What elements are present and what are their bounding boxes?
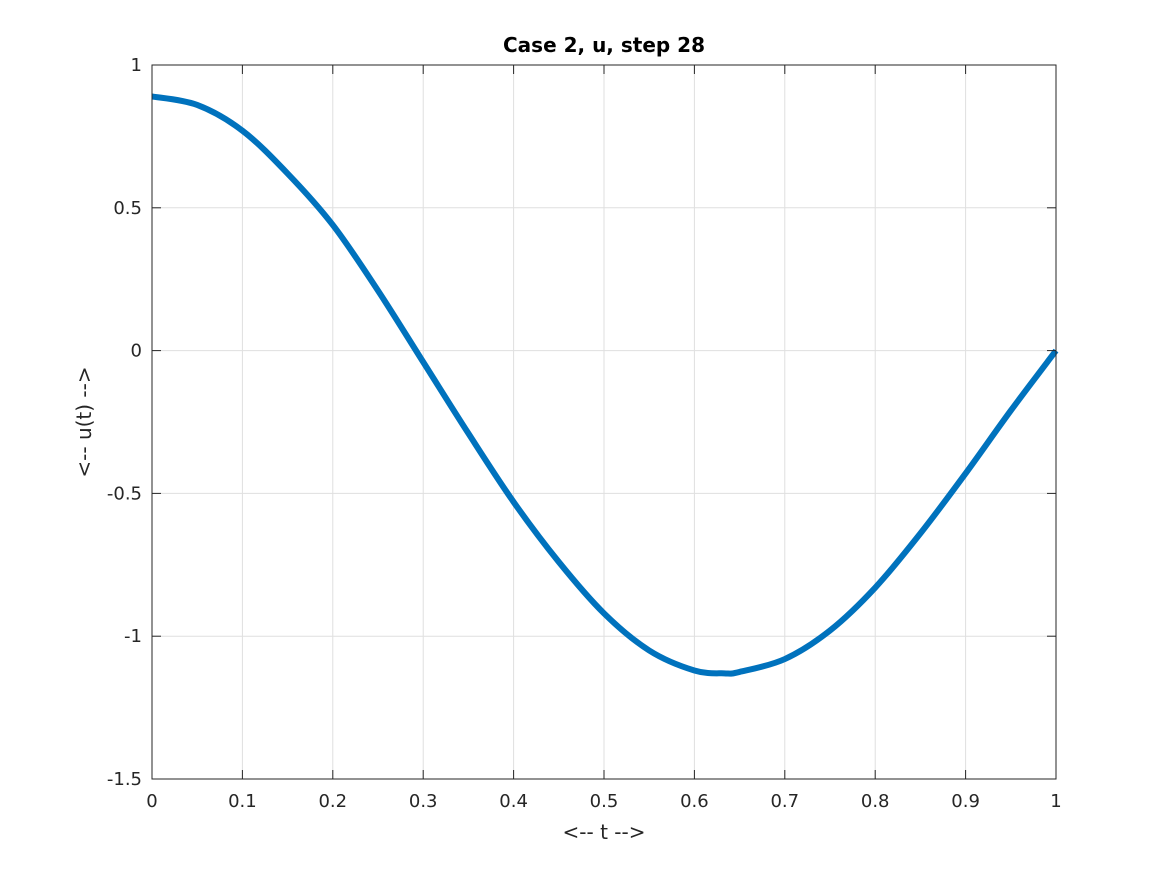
x-tick-label: 0.6 <box>680 791 709 812</box>
x-tick-label: 0.7 <box>770 791 799 812</box>
y-axis-label: <-- u(t) --> <box>72 366 96 477</box>
x-tick-label: 0.5 <box>590 791 619 812</box>
y-tick-label: 1 <box>131 55 142 76</box>
y-tick-label: 0 <box>131 341 142 362</box>
x-tick-label: 0 <box>146 791 157 812</box>
y-tick-label: -1 <box>124 626 142 647</box>
series-line-0 <box>151 93 1059 677</box>
chart-title: Case 2, u, step 28 <box>503 33 705 57</box>
x-tick-label: 0.2 <box>318 791 347 812</box>
series-layer <box>151 93 1059 677</box>
x-tick-label: 0.3 <box>409 791 438 812</box>
ticks: 0 0.1 0.2 0.3 0.4 0.5 0.6 0.7 0.8 0.9 1 -1.5 -1 -0.5 0… <box>107 55 1062 812</box>
x-tick-label: 0.4 <box>499 791 528 812</box>
x-axis-label: <-- t --> <box>563 820 646 844</box>
y-tick-label: -0.5 <box>107 483 142 504</box>
x-tick-label: 0.8 <box>861 791 890 812</box>
x-tick-label: 0.1 <box>228 791 257 812</box>
y-tick-label: 0.5 <box>113 198 142 219</box>
y-tick-label: -1.5 <box>107 769 142 790</box>
x-tick-label: 1 <box>1050 791 1061 812</box>
x-tick-label: 0.9 <box>951 791 980 812</box>
